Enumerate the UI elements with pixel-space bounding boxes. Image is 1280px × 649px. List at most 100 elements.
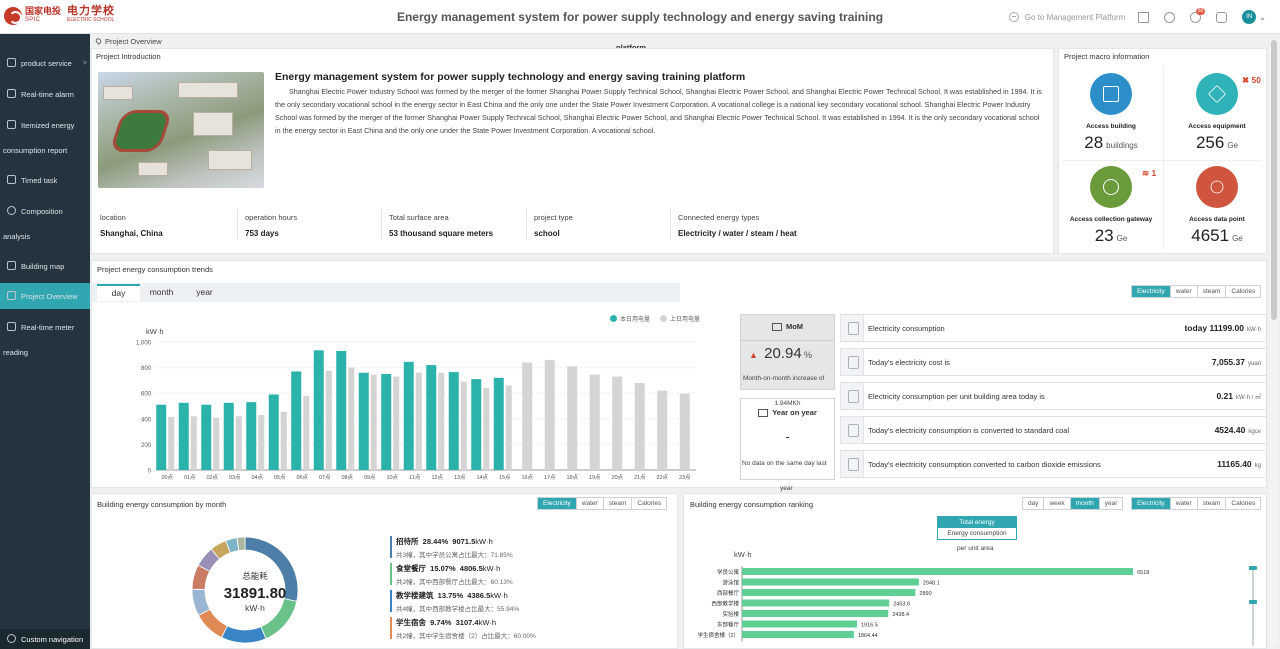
tab-day[interactable]: day [97,284,140,301]
alarm-icon [7,89,16,98]
bar-yesterday [168,416,175,470]
ranking-category-label: 实验楼 [722,610,739,618]
building-icon [1103,86,1119,102]
tab-water[interactable]: water [1171,498,1198,509]
gateway-alarm[interactable]: ≋ 1 [1142,168,1157,178]
monthly-donut-chart [191,536,299,644]
sidebar-item-realtime-alarm[interactable]: Real-time alarm [0,85,90,103]
section-title: Project Introduction [96,52,161,61]
sidebar-item-itemized-report[interactable]: Itemized energy consumption report [3,120,75,155]
ranking-value-label: 2948.1 [923,581,940,587]
logo-en: SPIC [25,17,41,23]
bar-yesterday [235,416,242,470]
y-tick-label: 600 [141,392,152,398]
x-tick-label: 17点 [544,474,556,481]
ranking-bar [742,620,857,628]
x-tick-label: 11点 [409,474,421,481]
monthly-title: Building energy consumption by month [97,500,227,509]
tab-calories[interactable]: Calories [1231,500,1256,507]
bell-icon[interactable]: 50 [1190,7,1206,23]
bar-yesterday [348,367,355,470]
tab-steam[interactable]: steam [1198,286,1227,297]
tab-month[interactable]: month [1070,498,1100,509]
ranking-category-label: 学员公寓 [717,568,740,576]
tab-year[interactable]: year [196,287,213,297]
tab-month[interactable]: month [149,287,174,297]
coin-icon [841,349,864,375]
goto-management-link[interactable]: Go to Management Platform [1008,12,1125,22]
y-tick-label: 400 [141,417,152,423]
scrollbar-thumb[interactable] [1271,40,1277,320]
language-switch[interactable]: IN [1242,10,1257,24]
bar-today [426,365,437,470]
x-tick-label: 14点 [476,474,488,481]
ranking-value-label: 2890 [919,591,931,597]
yoy-card: 1.94MKh Year on year - No data on the sa… [740,398,835,480]
ranking-category-label: 学生宿舍楼（2） [697,631,739,639]
page-scrollbar[interactable] [1270,40,1278,645]
toggle-energy-consumption[interactable]: Energy consumption [947,530,1007,537]
chart-legend: 本日用电量 上日用电量 [600,314,700,323]
ranking-scroll-slider[interactable] [1249,566,1257,646]
bar-today [201,404,212,470]
tab-water[interactable]: water [577,498,604,509]
tab-week[interactable]: week [1044,498,1071,509]
equipment-alarm[interactable]: ✖ 50 [1242,75,1261,85]
legend-dot-today [610,315,617,322]
bar-yesterday [567,366,578,470]
bar-today [246,402,257,470]
toggle-total-energy[interactable]: Total energy [938,517,1016,528]
bar-today [358,372,369,470]
macro-access-equipment[interactable]: Access equipment 256 Ge [1172,73,1262,153]
tab-water[interactable]: water [1171,286,1198,297]
sidebar-item-realtime-meter[interactable]: Real-time meter reading [3,322,75,357]
bar-today [156,404,167,470]
macro-access-datapoint[interactable]: Access data point 4651 Ge [1172,166,1262,246]
ranking-value-label: 2453.6 [893,602,910,608]
spic-logo[interactable]: 国家电投 SPIC 电力学校 ELECTRIC SCHOOL [4,6,115,25]
custom-navigation-button[interactable]: Custom navigation [0,629,90,649]
bar-today [448,372,459,470]
sidebar-item-building-map[interactable]: Building map [0,257,90,275]
sidebar-item-timed-task[interactable]: Timed task [0,171,90,189]
coal-icon [841,417,864,443]
bar-yesterday [258,414,265,470]
meter-icon [7,322,16,331]
ranking-category-label: 西部餐厅 [717,589,740,597]
ranking-bar [742,631,854,638]
sidebar-item-project-overview[interactable]: Project Overview [0,283,90,309]
location-pin-icon [94,37,103,45]
tab-electricity[interactable]: Electricity [538,498,577,509]
tab-electricity[interactable]: Electricity [1132,498,1171,509]
tab-calories[interactable]: Calories [1231,288,1256,295]
macro-access-gateway[interactable]: Access collection gateway 23 Ge [1066,166,1156,246]
app-title: Energy management system for power suppl… [396,10,884,24]
tab-electricity[interactable]: Electricity [1132,286,1171,297]
mom-note: Month-on-month increase of [743,375,825,382]
wifi-icon: ≋ [1142,168,1150,178]
tab-calories[interactable]: Calories [637,500,662,507]
settings-icon[interactable] [1164,11,1176,23]
cube-icon[interactable] [1138,11,1150,23]
tab-year[interactable]: year [1104,500,1118,507]
project-title: Energy management system for power suppl… [275,71,746,83]
bar-yesterday [393,376,400,470]
macro-access-building[interactable]: Access building 28 buildings [1066,73,1156,153]
donut-unit: kW·h [245,603,265,613]
message-icon[interactable] [1216,11,1228,23]
sidebar-item-product-service[interactable]: product service > [0,54,90,72]
ranking-bar-chart: kW·h 学员公寓 6518 游泳馆 2948.1 西部餐厅 2890 西部教学楼 2453.6… [697,550,1149,642]
ranking-value-label: 6518 [1137,570,1149,576]
mom-card: MoM ▲ 20.94 % Month-on-month increase of [740,314,835,390]
chevron-down-icon[interactable]: ⌄ [1259,12,1266,22]
notification-badge: 50 [1195,7,1206,15]
sidebar-item-composition-analysis[interactable]: Composition analysis [3,206,63,241]
tab-steam[interactable]: steam [1198,498,1227,509]
x-tick-label: 04点 [251,474,263,481]
tab-steam[interactable]: steam [604,498,633,509]
bar-today [493,377,504,470]
stat-standard-coal: Today's electricity consumption is conve… [840,416,1267,444]
tab-day[interactable]: day [1023,498,1045,509]
x-tick-label: 10点 [386,474,398,481]
x-tick-label: 23点 [679,474,691,481]
